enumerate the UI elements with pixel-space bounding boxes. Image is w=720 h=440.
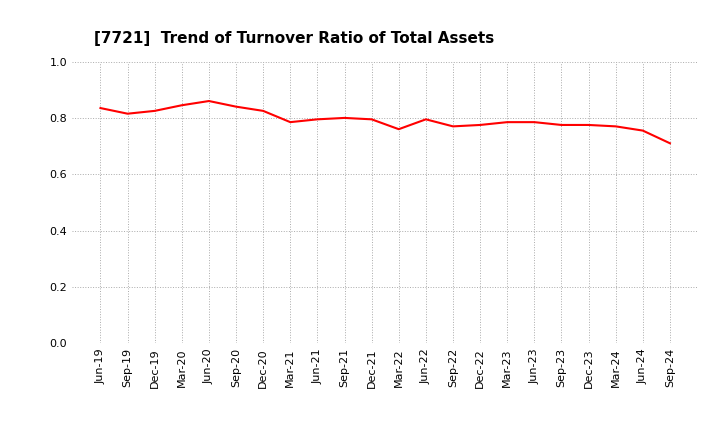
Text: [7721]  Trend of Turnover Ratio of Total Assets: [7721] Trend of Turnover Ratio of Total … bbox=[94, 31, 494, 46]
